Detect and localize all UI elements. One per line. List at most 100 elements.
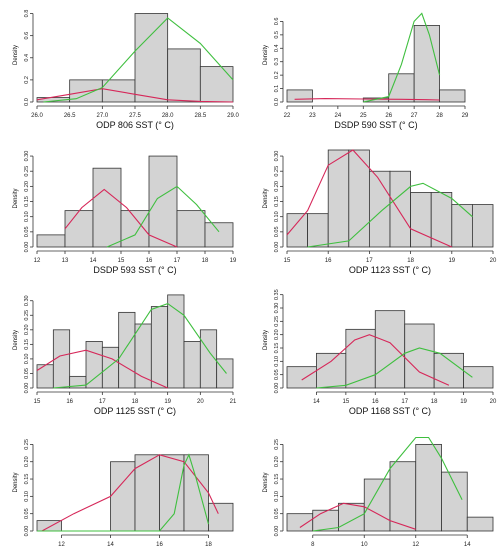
x-tick-label: 14 <box>313 399 320 405</box>
histogram-bar <box>286 213 309 248</box>
histogram-bar <box>338 502 365 532</box>
x-tick-label: 17 <box>174 258 181 264</box>
y-tick-label: 0.00 <box>24 526 30 537</box>
y-tick-label: 0.05 <box>274 226 280 237</box>
x-tick-label: 28 <box>436 113 443 119</box>
x-tick-label: 16 <box>156 542 163 546</box>
y-tick-label: 0.5 <box>274 31 280 39</box>
y-tick-label: 0.05 <box>24 508 30 519</box>
y-tick-label: 0.20 <box>274 181 280 192</box>
histogram-bar <box>451 204 473 248</box>
density-curve-red <box>41 454 219 532</box>
x-tick-label: 19 <box>230 258 237 264</box>
histogram-bar <box>389 461 417 532</box>
histogram-bar <box>388 73 415 103</box>
y-tick-label: 0.10 <box>274 356 280 367</box>
histogram-bar <box>52 329 71 389</box>
x-axis-label: DSDP 590 SST (° C) <box>334 120 417 130</box>
histogram-bar <box>148 155 178 248</box>
histogram-bar <box>327 149 350 248</box>
x-tick-label: 17 <box>99 399 106 405</box>
x-tick-label: 8 <box>311 542 315 546</box>
x-tick-label: 14 <box>464 542 471 546</box>
x-tick-label: 16 <box>325 258 332 264</box>
x-tick-label: 16 <box>372 399 379 405</box>
x-axis: 14 15 16 17 18 19 20 <box>313 391 497 405</box>
y-tick-label: 0.30 <box>24 295 30 306</box>
x-tick-label: 16 <box>146 258 153 264</box>
x-tick-label: 24 <box>335 113 342 119</box>
histogram-bar <box>36 234 66 248</box>
histogram-bar <box>345 328 376 389</box>
x-tick-label: 21 <box>230 399 237 405</box>
x-tick-label: 27.0 <box>96 113 108 119</box>
histogram-panel-7: 12141618ODP 1172 SST (° C)0.000.050.100.… <box>13 439 234 546</box>
histogram-bar <box>176 210 206 248</box>
y-tick-label: 0.0 <box>274 98 280 106</box>
histogram-bar <box>216 358 234 389</box>
x-tick-label: 19 <box>460 399 467 405</box>
density-curve-red <box>36 88 234 103</box>
histogram-bar <box>134 454 160 532</box>
y-tick-label: 0.2 <box>24 76 30 84</box>
y-axis: 0.0 0.1 0.2 0.3 0.4 0.5 0.6 <box>274 18 284 106</box>
histogram-bar <box>415 443 442 532</box>
y-tick-label: 0.2 <box>274 71 280 79</box>
histogram-bar <box>183 341 201 389</box>
y-axis-label: Density <box>13 188 19 208</box>
histogram-bar <box>199 66 234 103</box>
y-tick-label: 0.20 <box>24 181 30 192</box>
x-tick-label: 26 <box>385 113 392 119</box>
y-tick-label: 0.00 <box>274 383 280 394</box>
histogram-bar <box>413 25 440 103</box>
histogram-panel-2: 22 23 24 25 26 27 28 29 DSDP 590 SST (° C) 0.0 0.1… <box>263 12 469 130</box>
y-tick-label: 0.6 <box>274 18 280 26</box>
y-tick-label: 0.30 <box>274 151 280 162</box>
histogram-bar <box>134 323 152 389</box>
x-axis: 12 14 16 18 <box>58 534 212 546</box>
histogram-bar <box>204 222 234 248</box>
histogram-bar <box>134 13 169 103</box>
y-tick-label: 0.10 <box>24 354 30 365</box>
x-tick-label: 18 <box>202 258 209 264</box>
y-tick-label: 0.35 <box>274 289 280 300</box>
y-axis: 0.00 0.05 0.10 0.15 0.20 0.25 0.30 <box>24 295 34 393</box>
y-tick-label: 0.30 <box>274 303 280 314</box>
y-tick-label: 0.00 <box>274 242 280 253</box>
y-axis: 0.0 0.2 0.4 0.6 0.8 <box>24 10 34 106</box>
histogram-bar <box>389 170 412 248</box>
x-axis-label: ODP 1125 SST (° C) <box>94 406 176 416</box>
y-axis-label: Density <box>263 472 269 492</box>
x-tick-label: 10 <box>361 542 368 546</box>
y-tick-label: 0.05 <box>274 508 280 519</box>
y-tick-label: 0.10 <box>24 211 30 222</box>
density-curve-red <box>294 98 440 101</box>
histogram-bar <box>410 192 432 248</box>
histogram-panel-1: 26.0 26.5 27.0 27.5 28.0 28.5 29.0 ODP 806 SST … <box>13 10 239 130</box>
x-tick-label: 12 <box>34 258 41 264</box>
x-tick-label: 18 <box>407 258 414 264</box>
y-tick-label: 0.20 <box>24 324 30 335</box>
y-axis-label: Density <box>13 330 19 350</box>
density-curve-green <box>37 453 210 532</box>
x-axis: 15 16 17 18 19 20 <box>284 250 497 264</box>
density-curve-red <box>286 149 453 248</box>
x-tick-label: 25 <box>360 113 367 119</box>
x-tick-label: 14 <box>107 542 114 546</box>
x-tick-label: 15 <box>284 258 291 264</box>
y-tick-label: 0.4 <box>274 44 280 52</box>
histogram-bar <box>85 341 103 389</box>
y-tick-label: 0.05 <box>274 369 280 380</box>
y-tick-label: 0.15 <box>24 474 30 485</box>
x-tick-label: 12 <box>412 542 419 546</box>
y-axis-label: Density <box>263 330 269 350</box>
x-axis-label: ODP 806 SST (° C) <box>96 120 174 130</box>
x-tick-label: 15 <box>118 258 125 264</box>
y-tick-label: 0.20 <box>274 329 280 340</box>
x-tick-label: 26.5 <box>64 113 76 119</box>
y-tick-label: 0.25 <box>274 439 280 450</box>
histogram-bar <box>159 454 185 532</box>
x-tick-label: 18 <box>431 399 438 405</box>
